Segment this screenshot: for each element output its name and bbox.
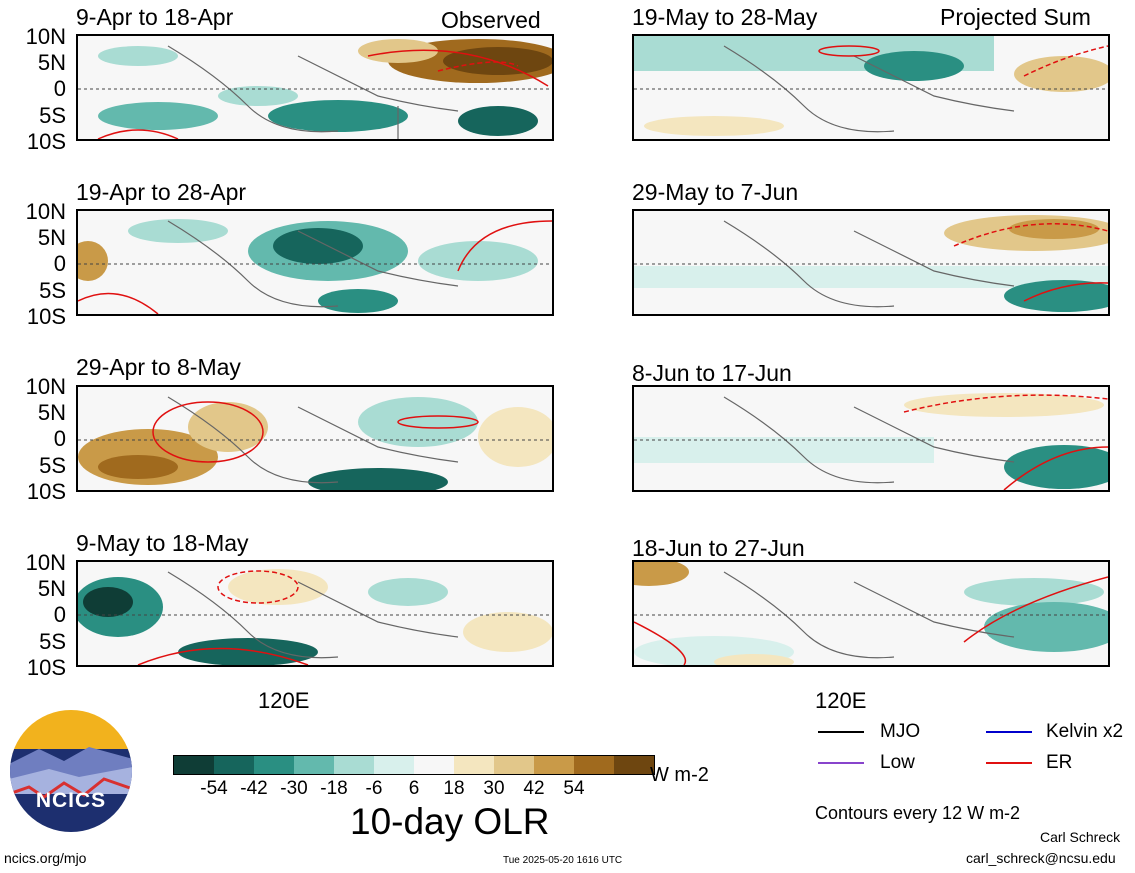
- lat-tick: 10N: [25, 199, 66, 224]
- legend-line-mjo: [818, 731, 864, 733]
- legend-label-low: Low: [880, 752, 915, 773]
- projected-sum-label: Projected Sum: [940, 4, 1091, 30]
- lat-tick: 10S: [26, 655, 66, 680]
- legend-label-kelvin: Kelvin x2: [1046, 721, 1124, 742]
- panel-title-right-3: 8-Jun to 17-Jun: [632, 360, 792, 386]
- logo-text: NCICS: [35, 789, 107, 812]
- colorbar-swatch: [494, 756, 534, 774]
- colorbar-tick: 18: [443, 778, 465, 799]
- colorbar-swatch: [614, 756, 654, 774]
- colorbar-tick: 54: [563, 778, 585, 799]
- lat-tick: 10N: [25, 374, 66, 399]
- panel-title-left-2: 19-Apr to 28-Apr: [76, 179, 247, 205]
- lat-tick: 10S: [26, 304, 66, 329]
- colorbar: [173, 755, 655, 775]
- lat-tick: 5S: [39, 103, 66, 128]
- lon-tick-left: 120E: [258, 688, 310, 713]
- olr-map-left-4: [76, 560, 554, 667]
- panel-title-right-4: 18-Jun to 27-Jun: [632, 535, 805, 561]
- colorbar-tick: 6: [408, 778, 420, 799]
- lat-tick: 0: [53, 602, 66, 627]
- lat-tick: 0: [53, 251, 66, 276]
- lat-tick: 5N: [37, 225, 66, 250]
- olr-map-right-3: [632, 385, 1110, 492]
- colorbar-units: W m-2: [650, 764, 709, 786]
- colorbar-swatch: [454, 756, 494, 774]
- lat-tick: 10S: [26, 129, 66, 154]
- panel-title-right-2: 29-May to 7-Jun: [632, 179, 799, 205]
- colorbar-tick: -42: [240, 778, 268, 799]
- panel-title-left-3: 29-Apr to 8-May: [76, 354, 241, 380]
- lat-tick: 0: [53, 426, 66, 451]
- olr-map-right-2: [632, 209, 1110, 316]
- colorbar-tick: -54: [200, 778, 228, 799]
- legend-label-er: ER: [1046, 752, 1073, 773]
- colorbar-swatch: [574, 756, 614, 774]
- lat-tick: 5N: [37, 400, 66, 425]
- colorbar-tick: 30: [483, 778, 505, 799]
- olr-map-left-1: [76, 34, 554, 141]
- lat-tick: 5N: [37, 576, 66, 601]
- panel-title-left-1: 9-Apr to 18-Apr: [76, 4, 234, 30]
- colorbar-swatch: [294, 756, 334, 774]
- lat-tick: 10N: [25, 550, 66, 575]
- lon-tick-right: 120E: [815, 688, 867, 713]
- colorbar-swatch: [534, 756, 574, 774]
- legend-line-kelvin: [986, 731, 1032, 733]
- lat-tick: 5N: [37, 50, 66, 75]
- colorbar-swatch: [254, 756, 294, 774]
- lat-tick: 10N: [25, 24, 66, 49]
- colorbar-tick: -18: [320, 778, 348, 799]
- olr-map-right-1: [632, 34, 1110, 141]
- author-email[interactable]: carl_schreck@ncsu.edu: [966, 850, 1116, 866]
- lat-tick: 5S: [39, 278, 66, 303]
- contour-note: Contours every 12 W m-2: [815, 803, 1021, 823]
- colorbar-swatch: [174, 756, 214, 774]
- panel-title-left-4: 9-May to 18-May: [76, 530, 249, 556]
- legend-line-er: [986, 762, 1032, 764]
- olr-map-right-4: [632, 560, 1110, 667]
- colorbar-tick: -30: [280, 778, 308, 799]
- olr-map-left-2: [76, 209, 554, 316]
- olr-map-left-3: [76, 385, 554, 492]
- observed-label: Observed: [441, 7, 541, 33]
- author-name: Carl Schreck: [1040, 829, 1121, 845]
- panel-title-right-1: 19-May to 28-May: [632, 4, 818, 30]
- lat-tick: 0: [53, 76, 66, 101]
- colorbar-swatch: [414, 756, 454, 774]
- source-url[interactable]: ncics.org/mjo: [4, 850, 87, 866]
- legend-line-low: [818, 762, 864, 764]
- colorbar-swatch: [214, 756, 254, 774]
- lat-tick: 10S: [26, 479, 66, 504]
- lat-tick: 5S: [39, 629, 66, 654]
- lat-tick: 5S: [39, 453, 66, 478]
- ncics-logo: NCICS: [9, 709, 133, 833]
- legend-label-mjo: MJO: [880, 721, 921, 742]
- colorbar-swatch: [334, 756, 374, 774]
- colorbar-tick: 42: [523, 778, 545, 799]
- colorbar-swatch: [374, 756, 414, 774]
- colorbar-tick: -6: [365, 778, 383, 799]
- chart-main-title: 10-day OLR: [350, 801, 550, 842]
- timestamp: Tue 2025-05-20 1616 UTC: [503, 855, 623, 866]
